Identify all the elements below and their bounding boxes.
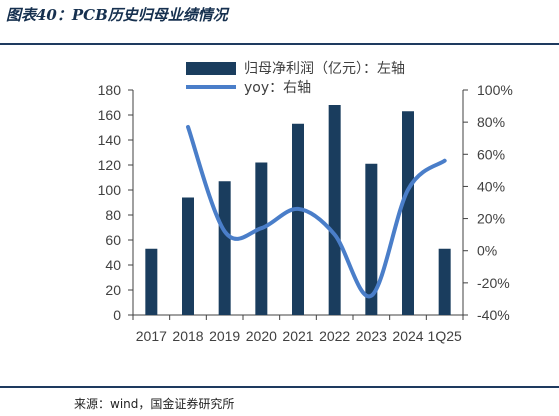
x-tick-label: 2024 xyxy=(392,328,423,344)
right-tick-label: 40% xyxy=(477,178,505,194)
right-tick-label: 60% xyxy=(477,146,505,162)
x-tick-label: 2021 xyxy=(282,328,313,344)
legend-swatch-bar xyxy=(186,62,236,75)
top-rule xyxy=(0,43,559,45)
left-tick-label: 140 xyxy=(98,132,122,148)
x-tick-label: 1Q25 xyxy=(428,328,462,344)
source-note: 来源：wind，国金证券研究所 xyxy=(74,397,235,411)
right-tick-label: 80% xyxy=(477,114,505,130)
right-tick-label: 0% xyxy=(477,243,497,259)
x-tick-label: 2022 xyxy=(319,328,350,344)
legend-label-bar: 归母净利润（亿元）：左轴 xyxy=(244,60,405,77)
x-tick-label: 2019 xyxy=(209,328,240,344)
x-tick-label: 2023 xyxy=(356,328,387,344)
bar-2017 xyxy=(145,248,158,315)
left-tick-label: 40 xyxy=(105,257,121,273)
left-tick-label: 80 xyxy=(105,207,121,223)
left-tick-label: 180 xyxy=(98,82,122,98)
right-tick-label: -40% xyxy=(477,307,510,323)
bar-2021 xyxy=(292,123,304,315)
bar-2024 xyxy=(402,111,414,315)
bar-2019 xyxy=(218,181,231,315)
left-tick-label: 60 xyxy=(105,232,121,248)
figure-title: 图表40：PCB历史归母业绩情况 xyxy=(6,6,228,24)
left-tick-label: 160 xyxy=(98,107,122,123)
right-tick-label: -20% xyxy=(477,275,510,291)
bar-1Q25 xyxy=(438,248,451,315)
left-tick-label: 120 xyxy=(98,157,122,173)
left-tick-label: 100 xyxy=(98,182,122,198)
bottom-rule xyxy=(0,386,559,388)
bar-2018 xyxy=(182,197,194,315)
x-tick-label: 2017 xyxy=(136,328,167,344)
bar-2023 xyxy=(365,163,378,315)
legend: 归母净利润（亿元）：左轴 yoy：右轴 xyxy=(186,60,405,96)
right-tick-label: 20% xyxy=(477,211,505,227)
left-tick-label: 20 xyxy=(105,282,121,298)
right-tick-label: 100% xyxy=(477,82,513,98)
plot-area: 0 20 40 60 80 100 120 140 160 180 -40% -20% 0% 20% 40%… xyxy=(98,82,513,344)
x-tick-label: 2018 xyxy=(172,328,203,344)
legend-label-line: yoy：右轴 xyxy=(244,80,311,96)
x-tick-label: 2020 xyxy=(246,328,277,344)
left-tick-label: 0 xyxy=(113,307,121,323)
bar-2020 xyxy=(255,162,268,315)
bar-2022 xyxy=(328,105,341,315)
